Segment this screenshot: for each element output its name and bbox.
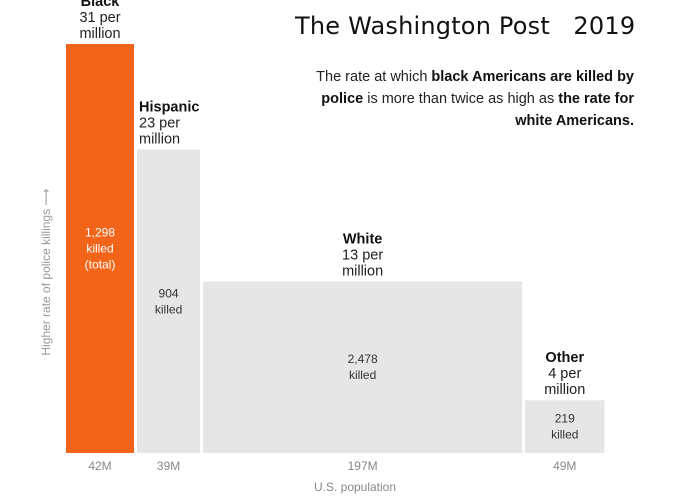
population-label-black: 42M (88, 459, 111, 473)
source-label: The Washington Post 2019 (295, 12, 636, 40)
population-label-white: 197M (348, 459, 378, 473)
y-axis-label: Higher rate of police killings ⟶ (39, 188, 53, 356)
annotation-bold-2: the rate for white Americans. (515, 91, 634, 129)
annotation: The rate at which black Americans are ki… (304, 66, 634, 132)
annotation-text-2: is more than twice as high as (363, 91, 559, 107)
bar-black (66, 44, 134, 453)
rate-label-other: 4 per million (544, 366, 585, 398)
killed-label-white: 2,478 killed (348, 352, 378, 382)
x-axis-label: U.S. population (313, 480, 397, 494)
category-label-black: Black (81, 0, 121, 10)
category-label-hispanic: Hispanic (139, 100, 199, 116)
annotation-bold-1: black Americans are killed by police (321, 69, 634, 107)
category-label-other: Other (545, 350, 584, 366)
population-label-other: 49M (553, 459, 576, 473)
bar-other (525, 400, 605, 453)
killed-label-hispanic: 904 killed (155, 286, 182, 316)
bar-white (203, 281, 523, 453)
rate-label-white: 13 per million (342, 247, 383, 279)
category-label-white: White (343, 231, 382, 247)
killed-label-other: 219 killed (551, 412, 578, 442)
population-label-hispanic: 39M (157, 459, 180, 473)
rate-label-hispanic: 23 per million (139, 116, 180, 148)
annotation-text-1: The rate at which (316, 69, 432, 85)
killed-label-black: 1,298 killed (total) (85, 226, 116, 272)
rate-label-black: 31 per million (79, 10, 120, 42)
bar-hispanic (137, 149, 201, 453)
